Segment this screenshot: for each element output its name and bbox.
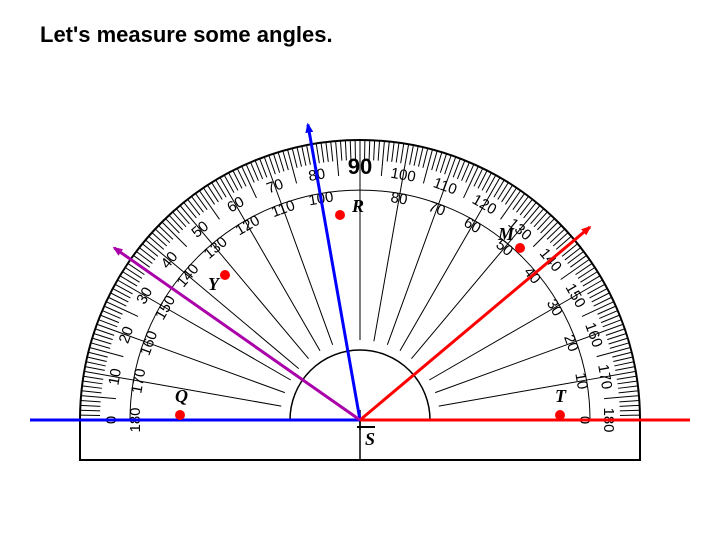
point-S-label: S [365,429,375,449]
tick [80,410,100,411]
tick [620,410,640,411]
point-R [335,210,345,220]
outer-scale-label: 10 [105,367,125,386]
inner-scale-label: 80 [389,189,408,209]
point-T [555,410,565,420]
page-title: Let's measure some angles. [40,22,333,48]
inner-scale-label: 10 [571,371,591,390]
point-Q-label: Q [175,386,188,406]
point-M [515,243,525,253]
point-Y [220,270,230,280]
protractor-diagram: 1800170101602015030140401305012060110701… [30,80,690,500]
scale-label-90: 90 [348,154,372,179]
point-Q [175,410,185,420]
point-M-label: M [497,224,515,244]
point-T-label: T [555,386,567,406]
point-R-label: R [351,196,364,216]
